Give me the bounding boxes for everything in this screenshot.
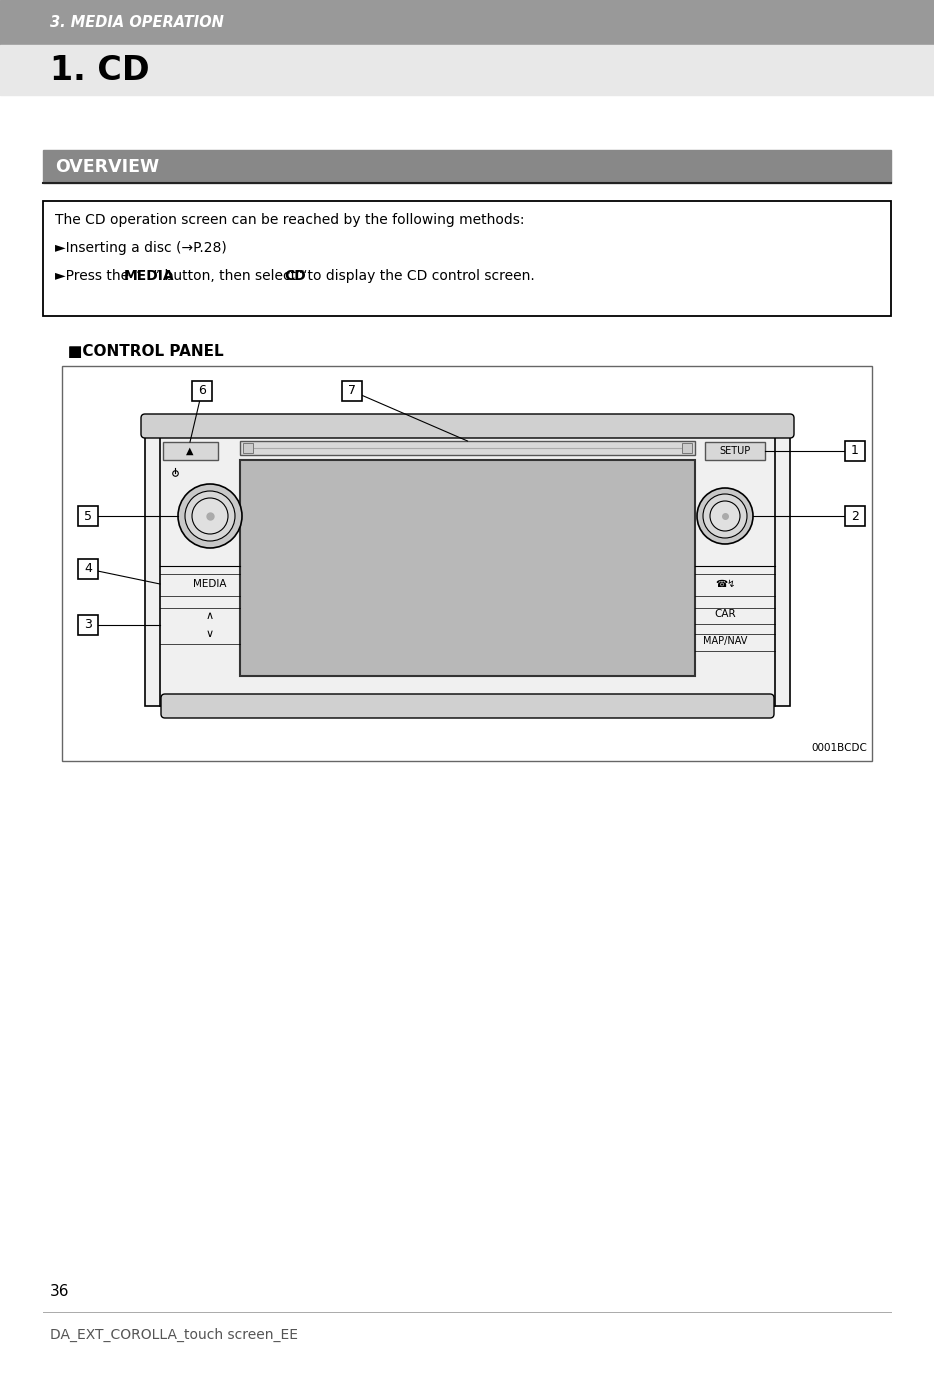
FancyBboxPatch shape: [161, 694, 774, 718]
Text: 1. CD: 1. CD: [50, 54, 149, 86]
Text: SETUP: SETUP: [719, 447, 751, 456]
Text: MEDIA: MEDIA: [123, 269, 174, 283]
Text: MAP/NAV: MAP/NAV: [702, 637, 747, 646]
Text: ” button, then select “: ” button, then select “: [153, 269, 308, 283]
Text: ∧: ∧: [205, 612, 214, 621]
Circle shape: [185, 491, 235, 541]
Bar: [342, 381, 362, 401]
Text: MEDIA: MEDIA: [193, 578, 227, 589]
Bar: [240, 441, 695, 455]
Text: ■CONTROL PANEL: ■CONTROL PANEL: [68, 344, 223, 359]
Circle shape: [703, 494, 747, 538]
Bar: [240, 460, 695, 675]
Text: ▲: ▲: [186, 447, 193, 456]
Text: The CD operation screen can be reached by the following methods:: The CD operation screen can be reached b…: [55, 214, 525, 227]
Text: ” to display the CD control screen.: ” to display the CD control screen.: [296, 269, 535, 283]
Circle shape: [710, 501, 740, 531]
Bar: [43, 201, 891, 316]
Circle shape: [178, 484, 242, 548]
Text: 1: 1: [851, 444, 859, 458]
Bar: [78, 614, 98, 635]
Text: CAR: CAR: [715, 609, 736, 619]
Text: OVERVIEW: OVERVIEW: [55, 158, 159, 176]
Text: 3: 3: [84, 619, 92, 631]
Bar: [78, 506, 98, 526]
Text: CD: CD: [285, 269, 306, 283]
Bar: [0, 0, 934, 44]
Bar: [43, 150, 891, 183]
Bar: [845, 506, 865, 526]
Text: DA_EXT_COROLLA_touch screen_EE: DA_EXT_COROLLA_touch screen_EE: [50, 1327, 298, 1343]
Bar: [845, 441, 865, 460]
Text: ∨: ∨: [205, 628, 214, 639]
Text: 3. MEDIA OPERATION: 3. MEDIA OPERATION: [50, 15, 224, 31]
Text: ►Inserting a disc (→P.28): ►Inserting a disc (→P.28): [55, 241, 227, 255]
Bar: [0, 44, 934, 94]
Circle shape: [192, 498, 228, 534]
Bar: [705, 442, 765, 460]
Bar: [160, 426, 775, 706]
Circle shape: [697, 488, 753, 544]
Bar: [163, 442, 218, 460]
Bar: [192, 381, 212, 401]
Polygon shape: [145, 426, 190, 706]
Bar: [243, 442, 253, 454]
Bar: [682, 442, 692, 454]
Text: ☎↯: ☎↯: [715, 578, 735, 589]
Text: 4: 4: [84, 563, 92, 576]
Polygon shape: [745, 426, 790, 706]
Text: 6: 6: [198, 384, 205, 398]
FancyBboxPatch shape: [141, 413, 794, 438]
Text: 2: 2: [851, 509, 859, 523]
Bar: [78, 559, 98, 578]
Text: 7: 7: [348, 384, 356, 398]
Text: ■: ■: [68, 344, 82, 359]
Text: ►Press the “: ►Press the “: [55, 269, 140, 283]
Text: 5: 5: [84, 509, 92, 523]
Text: 36: 36: [50, 1284, 69, 1300]
Text: 0001BCDC: 0001BCDC: [811, 743, 867, 753]
Bar: [62, 366, 872, 761]
